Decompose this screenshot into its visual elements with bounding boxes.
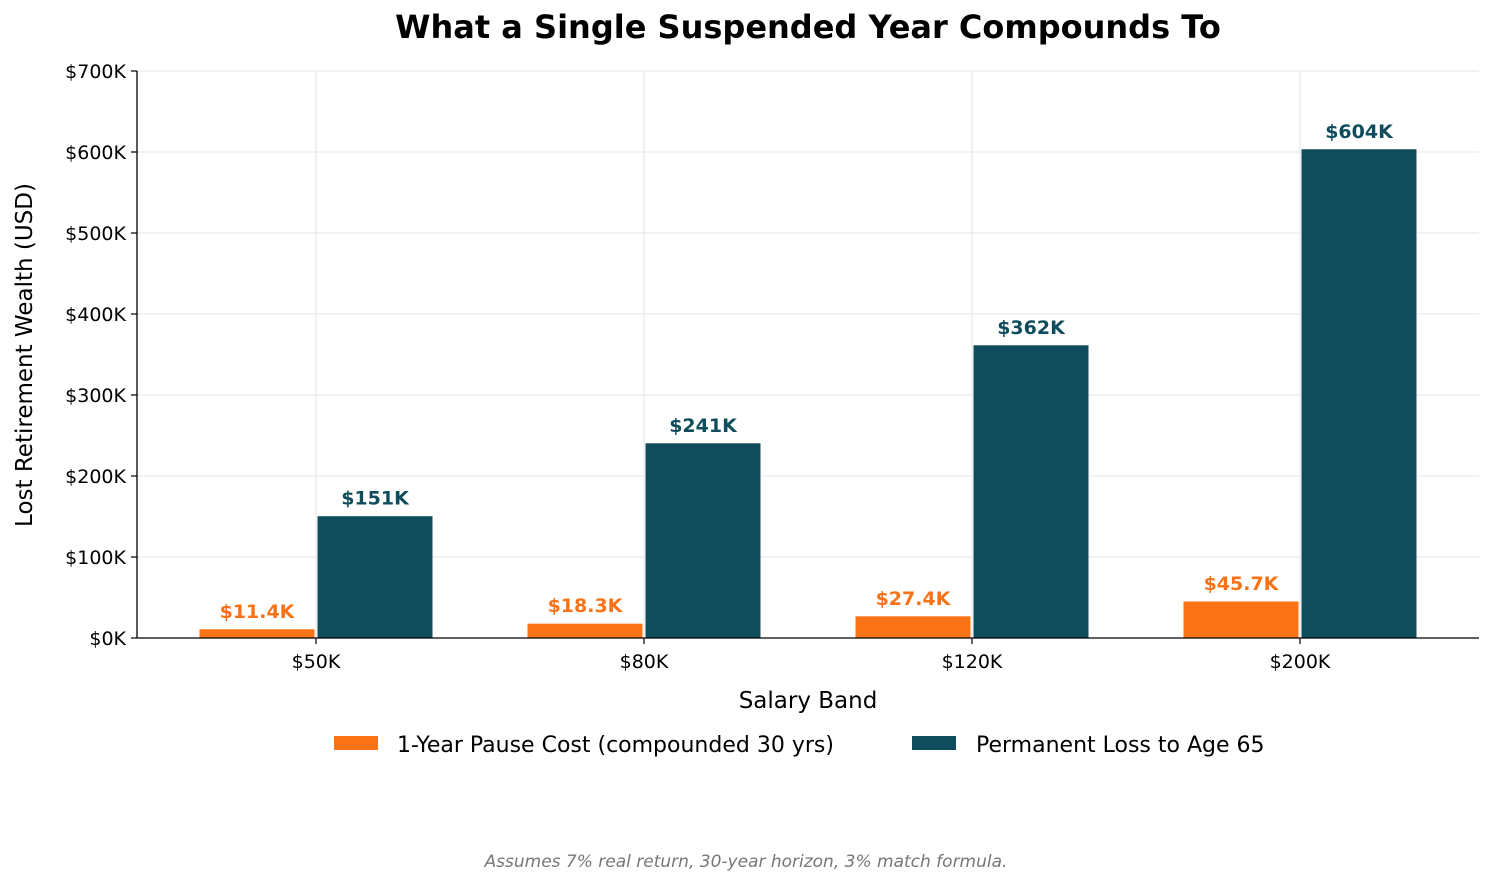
bars-layer [198,148,1418,639]
y-axis-label: Lost Retirement Wealth (USD) [12,183,38,527]
data-label-series-1: $18.3K [548,595,624,617]
y-tick-labels: $0K $100K $200K $300K $400K $500K $600K $700K [65,61,126,650]
legend-label-series-2: Permanent Loss to Age 65 [976,733,1265,758]
data-label-series-1: $27.4K [876,588,952,610]
footnote: Assumes 7% real return, 30-year horizon,… [484,852,1008,872]
y-tick-label: $700K [65,61,126,83]
x-tick-labels: $50K $80K $120K $200K [292,651,1331,673]
data-label-series-2: $604K [1325,121,1394,143]
bar-series-2-$120K [972,344,1090,639]
x-tick-label: $50K [292,651,341,673]
legend: 1-Year Pause Cost (compounded 30 yrs) Pe… [334,733,1265,758]
data-label-series-1: $11.4K [220,601,296,623]
x-tick-label: $200K [1270,651,1331,673]
bar-series-2-$80K [644,442,762,639]
bar-series-2-$50K [316,515,434,639]
y-tick-label: $400K [65,304,126,326]
bar-series-1-$120K [854,615,972,639]
y-tick-label: $300K [65,385,126,407]
legend-swatch-series-1 [334,736,378,750]
y-tick-label: $500K [65,223,126,245]
x-axis-label: Salary Band [739,688,878,714]
legend-label-series-1: 1-Year Pause Cost (compounded 30 yrs) [397,733,834,758]
bar-series-1-$80K [526,622,644,639]
y-tick-label: $200K [65,466,126,488]
axes-layer [131,70,1479,644]
bar-series-2-$200K [1300,148,1418,639]
bar-series-1-$200K [1182,600,1300,639]
data-label-series-2: $362K [997,317,1066,339]
bar-series-1-$50K [198,628,316,639]
data-label-series-1: $45.7K [1204,573,1280,595]
y-tick-label: $100K [65,547,126,569]
data-labels-layer: $11.4K $18.3K $27.4K $45.7K $151K $241K $362K $… [220,121,1394,623]
y-tick-label: $0K [89,628,126,650]
x-tick-label: $80K [620,651,669,673]
chart-title: What a Single Suspended Year Compounds T… [395,8,1221,46]
y-tick-label: $600K [65,142,126,164]
data-label-series-2: $151K [341,488,410,510]
x-tick-label: $120K [942,651,1003,673]
data-label-series-2: $241K [669,415,738,437]
legend-swatch-series-2 [912,736,956,750]
